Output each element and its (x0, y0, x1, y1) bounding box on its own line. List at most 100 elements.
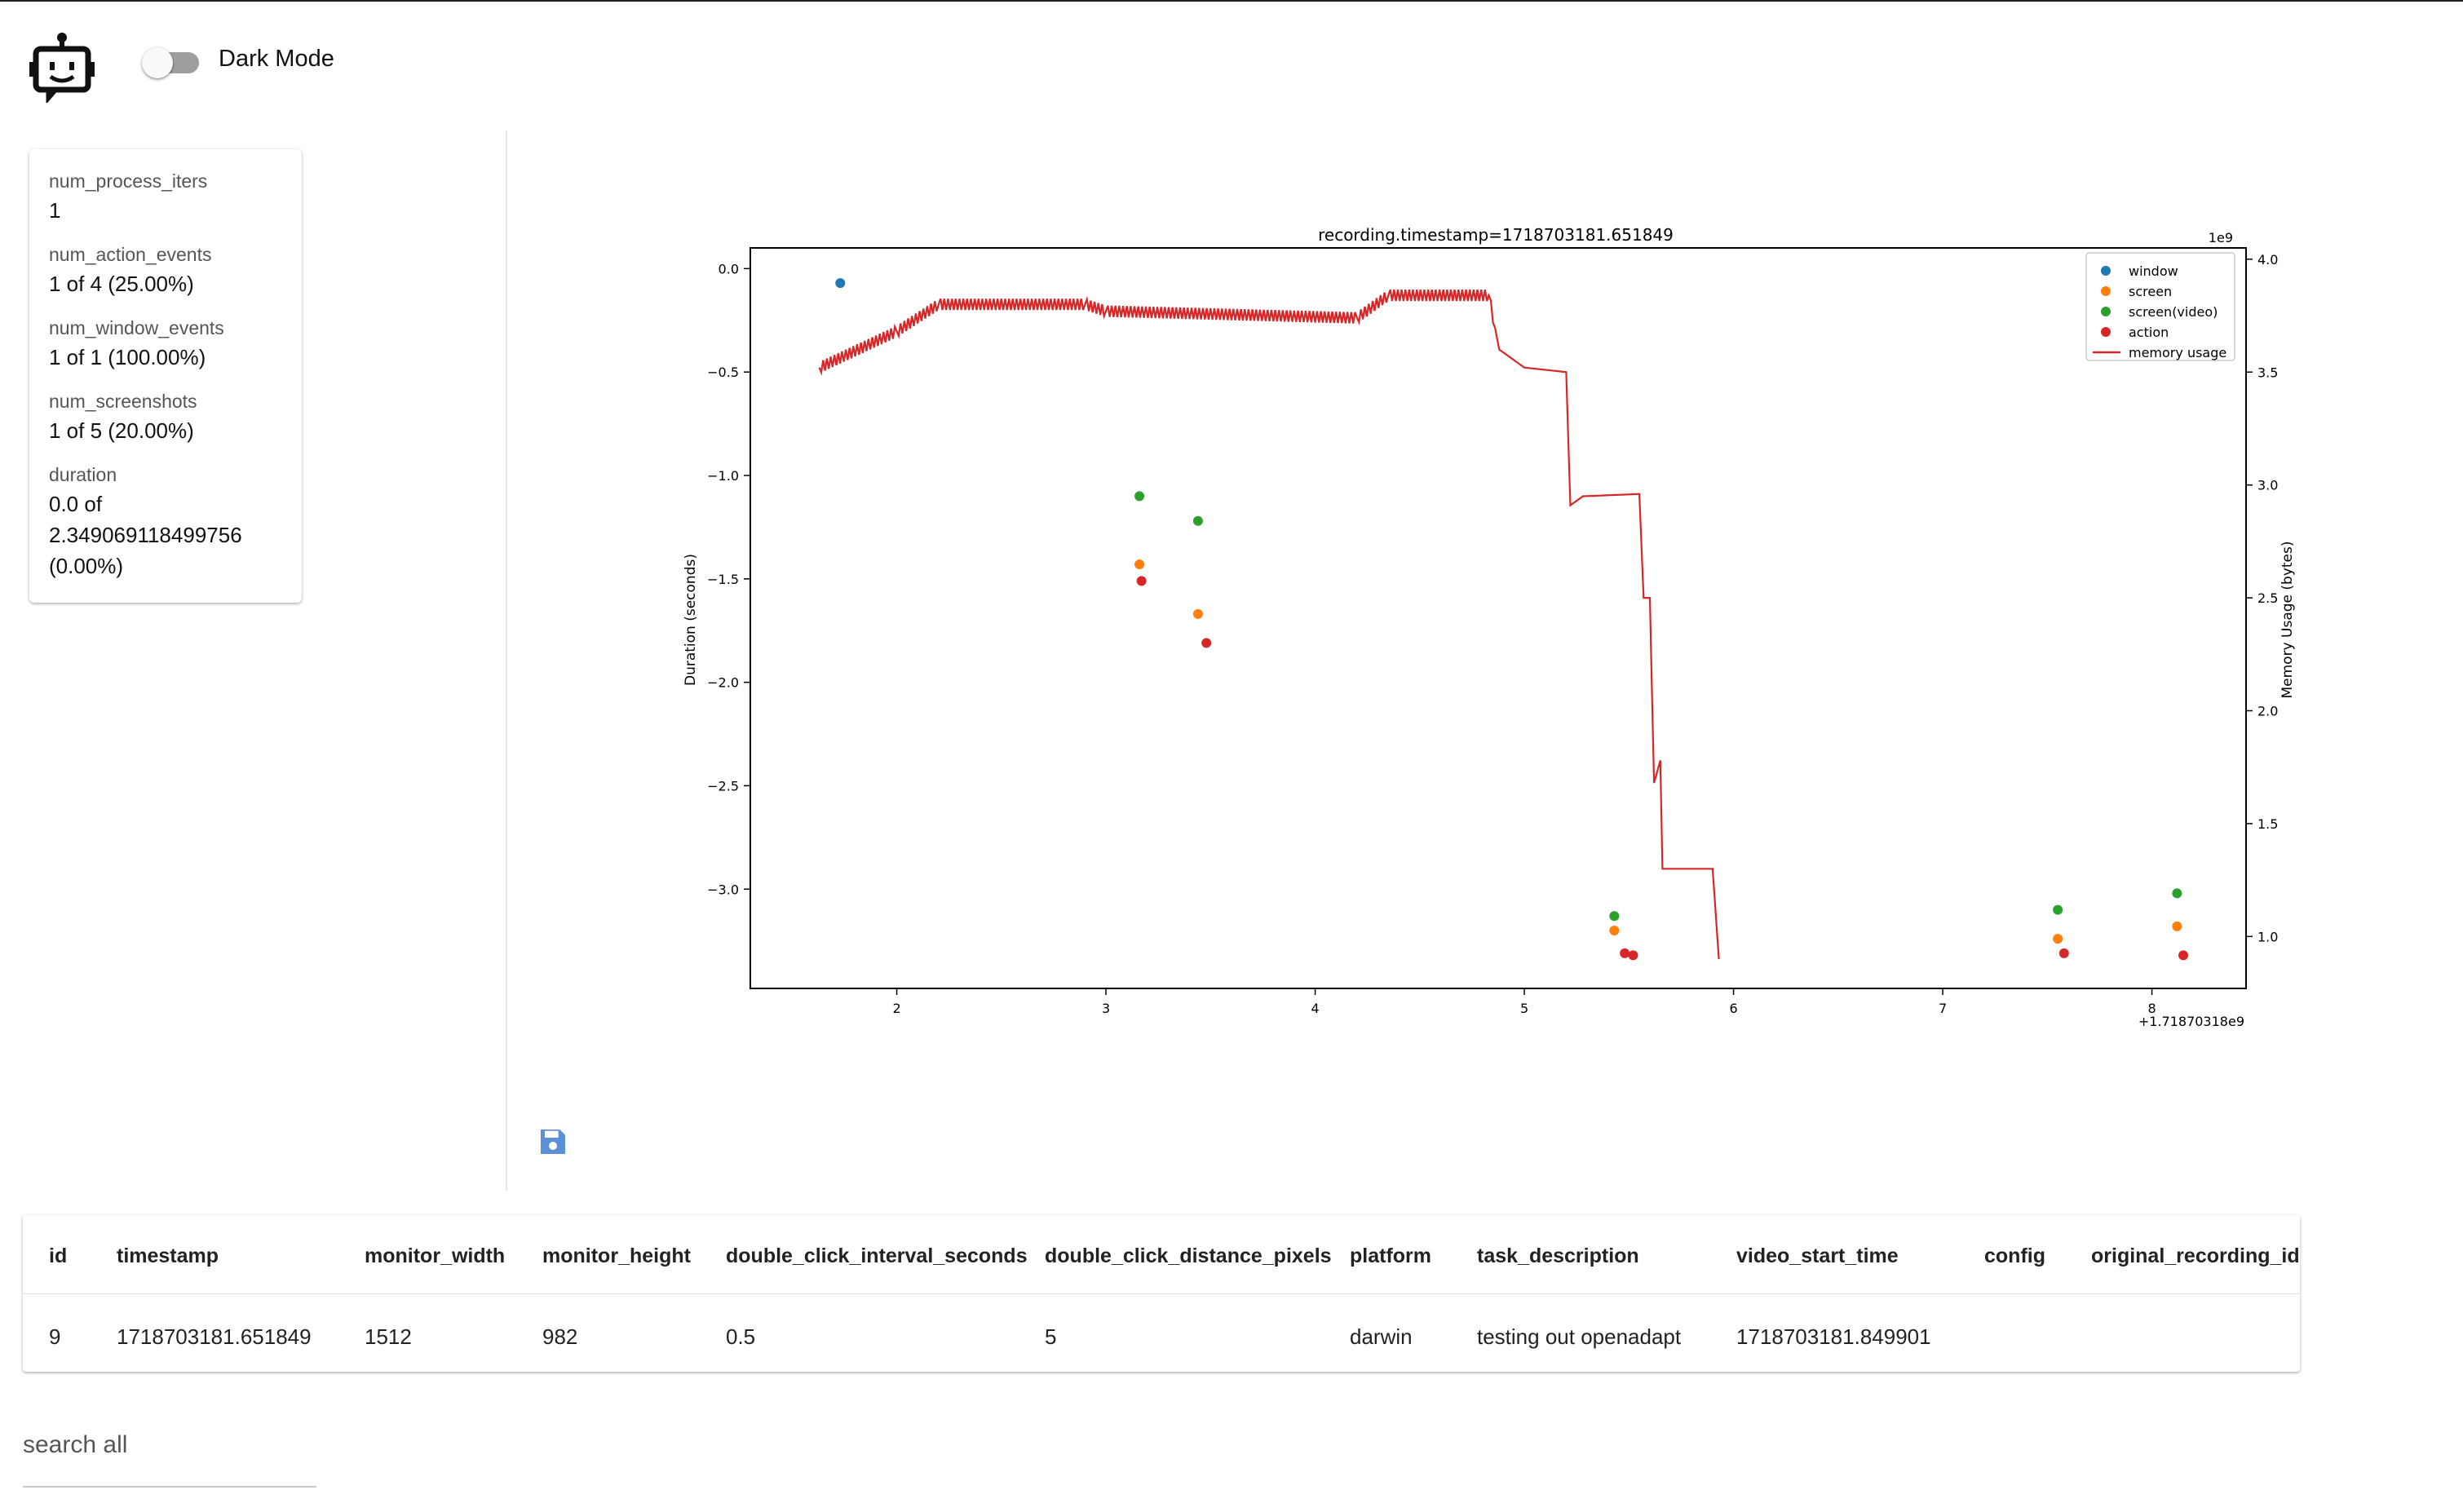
table-cell: 1512 (365, 1324, 412, 1349)
legend-label: window (2129, 263, 2178, 279)
legend-marker (2101, 286, 2111, 296)
stat-key: duration (49, 464, 117, 485)
stat-num-window-events: num_window_events 1 of 1 (100.00%) (49, 314, 294, 373)
y-tick-label: −1.0 (707, 468, 739, 484)
column-header-config[interactable]: config (1984, 1245, 2045, 1267)
stat-value: 1 (49, 198, 61, 223)
recording-table: id timestamp monitor_width monitor_heigh… (23, 1215, 2300, 1372)
column-header-video-start-time[interactable]: video_start_time (1736, 1245, 1899, 1267)
x-tick-label: 4 (1311, 1001, 1319, 1016)
legend-marker (2101, 327, 2111, 337)
y-tick-label: −3.0 (707, 882, 739, 897)
x-tick-label: 3 (1102, 1001, 1110, 1016)
column-header-double-click-distance[interactable]: double_click_distance_pixels (1045, 1245, 1332, 1267)
duration-memory-chart: recording.timestamp=1718703181.651849 1e… (683, 225, 2296, 1029)
y2-tick-label: 3.0 (2257, 478, 2278, 493)
table-cell: darwin (1350, 1324, 1413, 1349)
plot-layer: 2 3 4 5 6 7 8 0.0 −0.5 −1.0 −1.5 −2.0 −2.5 −3.0 1.0 1.5… (707, 252, 2278, 1016)
x-tick-label: 8 (2147, 1001, 2156, 1016)
scatter-point-screen (1134, 559, 1145, 570)
legend-label: action (2129, 325, 2169, 340)
scatter-point-screen (1609, 925, 1620, 935)
stat-key: num_window_events (49, 317, 224, 338)
dark-mode-label: Dark Mode (219, 46, 334, 72)
scatter-point-screenvideo (1609, 911, 1620, 922)
stat-duration: duration 0.0 of 2.349069118499756 (0.00%… (49, 461, 294, 581)
table-cell: 1718703181.849901 (1736, 1324, 1931, 1349)
column-header-id[interactable]: id (49, 1245, 68, 1267)
scatter-point-window (835, 278, 846, 289)
stat-value-line: 2.349069118499756 (49, 523, 242, 547)
legend-marker (2101, 266, 2111, 276)
chart-title: recording.timestamp=1718703181.651849 (1318, 225, 1674, 245)
column-header-timestamp[interactable]: timestamp (117, 1245, 219, 1267)
x-tick-label: 7 (1939, 1001, 1947, 1016)
column-header-task-description[interactable]: task_description (1477, 1245, 1639, 1267)
robot-logo-icon[interactable] (29, 31, 95, 103)
search-field[interactable] (23, 1424, 316, 1488)
y-axis-label: Duration (seconds) (683, 554, 699, 686)
search-input[interactable] (23, 1424, 316, 1466)
search-underline (23, 1486, 316, 1488)
table-cell: 0.5 (726, 1324, 756, 1349)
x-tick-label: 6 (1729, 1001, 1737, 1016)
chart-legend: window screen screen(video) action memory us… (2085, 252, 2235, 361)
y2-scale-label: 1e9 (2209, 230, 2233, 245)
table-divider (23, 1293, 2300, 1294)
stat-value: 1 of 4 (25.00%) (49, 272, 194, 296)
stat-num-screenshots: num_screenshots 1 of 5 (20.00%) (49, 387, 294, 446)
scatter-point-screenvideo (1192, 515, 1203, 526)
column-header-monitor-height[interactable]: monitor_height (542, 1245, 691, 1267)
scatter-point-action (2178, 950, 2189, 961)
toggle-thumb (142, 47, 173, 78)
scatter-point-action (1620, 948, 1630, 958)
stat-key: num_screenshots (49, 391, 197, 412)
legend-label: memory usage (2129, 345, 2226, 360)
scatter-point-action (1201, 638, 1212, 648)
legend-label: screen(video) (2129, 304, 2218, 320)
stat-value-line: 0.0 of (49, 492, 103, 516)
column-header-original-recording-id[interactable]: original_recording_id (2091, 1245, 2300, 1267)
column-header-platform[interactable]: platform (1350, 1245, 1431, 1267)
scatter-point-action (2058, 948, 2069, 958)
scatter-point-screenvideo (2053, 904, 2063, 915)
stat-num-action-events: num_action_events 1 of 4 (25.00%) (49, 241, 294, 299)
scatter-point-screen (1192, 608, 1203, 619)
legend-marker (2101, 307, 2111, 316)
y-tick-label: 0.0 (719, 261, 739, 276)
scatter-point-screen (2172, 921, 2182, 931)
stat-num-process-iters: num_process_iters 1 (49, 167, 294, 226)
table-cell: testing out openadapt (1477, 1324, 1682, 1349)
x-offset-label: +1.71870318e9 (2138, 1014, 2244, 1029)
column-header-double-click-interval[interactable]: double_click_interval_seconds (726, 1245, 1028, 1267)
y2-tick-label: 2.0 (2257, 704, 2278, 719)
legend-box (2085, 252, 2235, 361)
stat-value-line: (0.00%) (49, 554, 124, 578)
scatter-point-screenvideo (1134, 491, 1145, 502)
scatter-point-action (1628, 950, 1638, 961)
table-cell: 982 (542, 1324, 578, 1349)
y2-tick-label: 4.0 (2257, 252, 2278, 267)
y2-axis-label: Memory Usage (bytes) (2279, 541, 2296, 698)
plot-frame (750, 247, 2247, 989)
x-tick-label: 5 (1520, 1001, 1528, 1016)
stat-value: 1 of 5 (20.00%) (49, 418, 194, 443)
y2-tick-label: 1.5 (2257, 816, 2278, 832)
legend-label: screen (2129, 284, 2172, 299)
panel-divider (506, 130, 507, 1191)
y2-tick-label: 2.5 (2257, 590, 2278, 606)
column-header-monitor-width[interactable]: monitor_width (365, 1245, 506, 1267)
x-tick-label: 2 (892, 1001, 900, 1016)
dark-mode-toggle[interactable] (142, 47, 201, 78)
table-cell: 9 (49, 1324, 61, 1349)
y2-tick-label: 3.5 (2257, 365, 2278, 380)
stat-key: num_process_iters (49, 170, 208, 192)
y-tick-label: −2.5 (707, 778, 739, 794)
table-cell: 5 (1045, 1324, 1057, 1349)
save-icon[interactable] (537, 1125, 569, 1158)
y2-tick-label: 1.0 (2257, 929, 2278, 944)
y-tick-label: −2.0 (707, 675, 739, 691)
table-cell: 1718703181.651849 (117, 1324, 312, 1349)
stats-card: num_process_iters 1 num_action_events 1 … (29, 149, 302, 603)
stat-value: 1 of 1 (100.00%) (49, 345, 206, 369)
